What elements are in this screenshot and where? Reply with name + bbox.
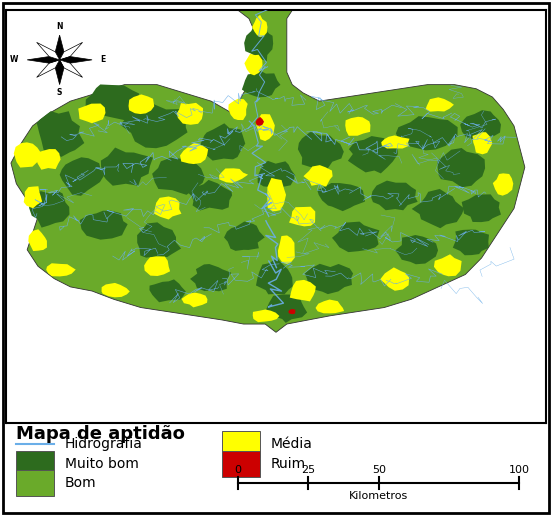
Text: Média: Média	[270, 437, 312, 451]
Polygon shape	[453, 230, 489, 255]
Polygon shape	[36, 42, 60, 60]
Text: 100: 100	[509, 465, 530, 475]
Text: Kilometros: Kilometros	[349, 491, 408, 502]
Polygon shape	[120, 103, 188, 148]
Polygon shape	[434, 254, 461, 276]
Polygon shape	[78, 104, 105, 123]
Polygon shape	[332, 221, 379, 252]
Polygon shape	[186, 180, 232, 211]
Polygon shape	[152, 158, 205, 195]
Polygon shape	[102, 283, 130, 297]
Polygon shape	[177, 103, 203, 125]
Polygon shape	[219, 168, 248, 183]
Polygon shape	[24, 186, 42, 208]
Polygon shape	[60, 42, 83, 60]
Polygon shape	[29, 191, 70, 228]
Bar	[222, 452, 260, 477]
Polygon shape	[426, 98, 454, 111]
Polygon shape	[14, 142, 43, 168]
Polygon shape	[317, 183, 365, 211]
Text: W: W	[9, 55, 18, 64]
Text: Bom: Bom	[65, 476, 97, 490]
Text: 25: 25	[301, 465, 316, 475]
Text: S: S	[57, 88, 62, 98]
Polygon shape	[55, 60, 64, 85]
Polygon shape	[36, 60, 60, 77]
Polygon shape	[345, 117, 370, 136]
Polygon shape	[245, 54, 263, 75]
Polygon shape	[137, 222, 181, 257]
Bar	[17, 452, 54, 477]
Polygon shape	[298, 132, 344, 170]
Polygon shape	[252, 15, 267, 37]
Polygon shape	[129, 94, 154, 114]
Polygon shape	[35, 149, 61, 170]
Text: N: N	[56, 22, 63, 31]
Polygon shape	[199, 123, 245, 160]
Polygon shape	[190, 264, 231, 291]
Polygon shape	[461, 195, 501, 222]
Text: Mapa de aptidão: Mapa de aptidão	[17, 425, 185, 443]
Polygon shape	[412, 189, 464, 228]
Polygon shape	[267, 295, 307, 323]
Polygon shape	[256, 117, 264, 126]
Polygon shape	[381, 135, 410, 149]
Polygon shape	[288, 309, 295, 314]
Polygon shape	[371, 181, 418, 211]
Polygon shape	[11, 10, 525, 332]
Polygon shape	[304, 165, 333, 187]
Polygon shape	[60, 60, 83, 77]
Polygon shape	[438, 148, 485, 187]
Polygon shape	[473, 132, 492, 154]
Polygon shape	[27, 57, 60, 63]
Polygon shape	[229, 99, 248, 120]
Text: Muito bom: Muito bom	[65, 457, 139, 472]
Polygon shape	[153, 197, 182, 219]
Polygon shape	[258, 161, 295, 189]
Polygon shape	[60, 57, 92, 63]
Bar	[17, 470, 54, 496]
Polygon shape	[46, 263, 76, 277]
Polygon shape	[37, 111, 84, 157]
Polygon shape	[396, 116, 458, 150]
Text: E: E	[100, 55, 105, 64]
Polygon shape	[348, 136, 398, 173]
Polygon shape	[224, 221, 265, 251]
Polygon shape	[256, 258, 293, 295]
Polygon shape	[493, 173, 513, 196]
Polygon shape	[242, 71, 280, 97]
Text: Ruim: Ruim	[270, 457, 306, 472]
Polygon shape	[460, 110, 501, 140]
Polygon shape	[244, 24, 273, 61]
Polygon shape	[80, 211, 128, 240]
Polygon shape	[101, 148, 153, 186]
Polygon shape	[86, 85, 141, 120]
Text: Hidrografia: Hidrografia	[65, 437, 143, 451]
Text: 0: 0	[235, 465, 242, 475]
Polygon shape	[144, 256, 170, 276]
Polygon shape	[278, 235, 295, 264]
Polygon shape	[182, 293, 208, 308]
Polygon shape	[395, 235, 438, 264]
Polygon shape	[290, 280, 316, 301]
Polygon shape	[256, 114, 275, 141]
Polygon shape	[28, 229, 47, 251]
Polygon shape	[316, 299, 344, 313]
Polygon shape	[305, 264, 353, 294]
Polygon shape	[55, 35, 64, 60]
Polygon shape	[180, 143, 208, 164]
Bar	[222, 431, 260, 457]
Polygon shape	[253, 310, 279, 322]
Polygon shape	[150, 279, 186, 302]
Polygon shape	[267, 178, 286, 212]
Polygon shape	[380, 267, 409, 291]
Text: 50: 50	[372, 465, 386, 475]
Polygon shape	[289, 207, 315, 227]
Polygon shape	[60, 157, 104, 196]
